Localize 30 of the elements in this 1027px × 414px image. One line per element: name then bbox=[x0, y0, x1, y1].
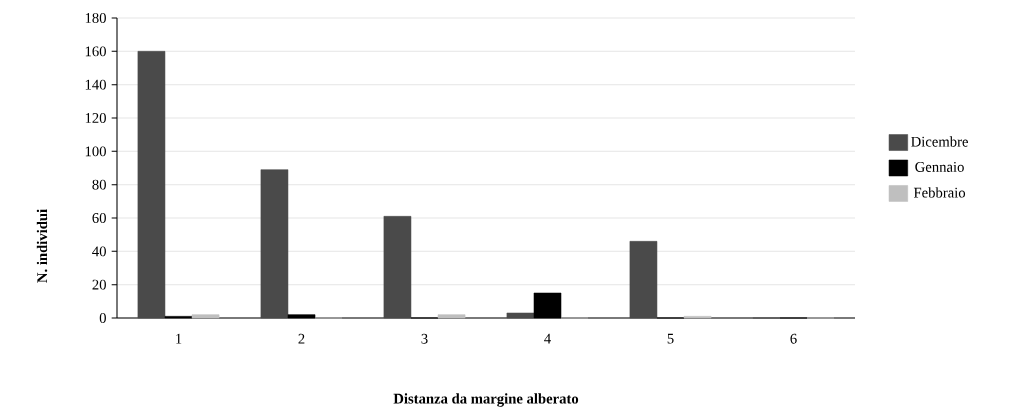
legend-label: Gennaio bbox=[915, 162, 964, 172]
x-tick-label: 4 bbox=[544, 333, 551, 344]
bar bbox=[383, 216, 412, 319]
legend-label: Dicembre bbox=[911, 136, 968, 147]
y-tick-label: 60 bbox=[92, 213, 106, 223]
y-axis-title: N. individui bbox=[36, 209, 48, 283]
y-tick-label: 0 bbox=[99, 313, 106, 323]
y-tick-label: 120 bbox=[85, 113, 106, 123]
x-tick-label: 6 bbox=[790, 333, 797, 344]
legend-label: Febbraio bbox=[913, 187, 966, 198]
y-tick-label: 40 bbox=[92, 246, 106, 257]
y-tick-label: 180 bbox=[85, 13, 106, 23]
x-tick-label: 5 bbox=[667, 333, 674, 344]
bar bbox=[260, 169, 289, 319]
bar bbox=[629, 241, 658, 319]
bar bbox=[287, 314, 316, 319]
x-axis-title: Distanza da margine alberato bbox=[393, 393, 579, 407]
y-tick-label: 140 bbox=[85, 79, 106, 90]
bar bbox=[437, 314, 466, 319]
bar bbox=[533, 292, 562, 319]
bar bbox=[137, 51, 166, 319]
bar bbox=[506, 312, 535, 319]
x-tick-label: 3 bbox=[421, 333, 428, 344]
x-tick-label: 1 bbox=[176, 333, 182, 344]
y-tick-label: 160 bbox=[85, 46, 106, 57]
y-tick-label: 80 bbox=[92, 179, 106, 190]
y-tick-label: 20 bbox=[92, 279, 106, 290]
x-tick-label: 2 bbox=[298, 333, 305, 344]
y-tick-label: 100 bbox=[85, 146, 106, 157]
bar bbox=[191, 314, 220, 319]
